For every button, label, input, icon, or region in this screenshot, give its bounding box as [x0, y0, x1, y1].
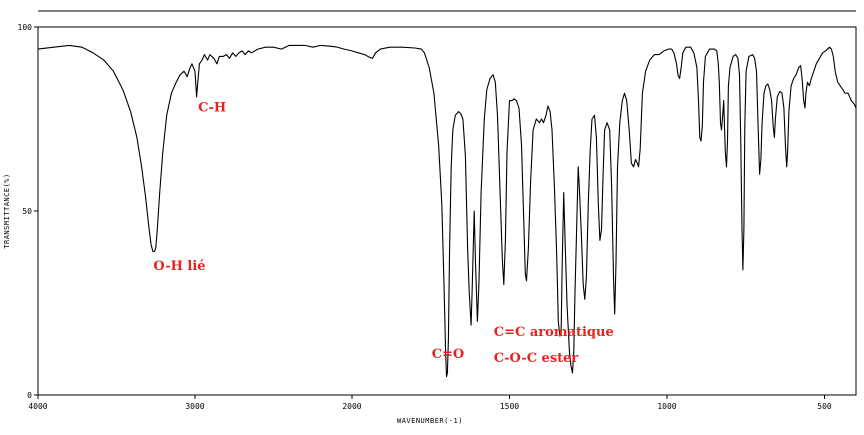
x-tick-label: 3000: [185, 402, 204, 411]
spectrum-line: [37, 44, 857, 378]
x-tick-label: 1500: [500, 402, 519, 411]
plot-frame: [37, 26, 857, 396]
y-axis-ticks: 100 50 0: [18, 23, 38, 400]
y-tick-label: 0: [27, 391, 32, 400]
x-tick-label: 1000: [657, 402, 676, 411]
x-axis-ticks: 4000 3000 2000 1500 1000 500: [28, 395, 832, 411]
y-tick-label: 100: [18, 23, 33, 32]
x-tick-label: 2000: [342, 402, 361, 411]
x-tick-label: 4000: [28, 402, 47, 411]
annotations: C-H O-H lié C=O C=C aromatique C-O-C ester: [153, 101, 613, 366]
peak-annotation: O-H lié: [153, 259, 205, 274]
peak-annotation: C=C aromatique: [494, 325, 614, 340]
x-tick-label: 500: [817, 402, 832, 411]
y-axis-title: TRANSMITTANCE(%): [3, 173, 11, 248]
peak-annotation: C=O: [432, 347, 465, 362]
peak-annotation: C-O-C ester: [494, 351, 579, 366]
peak-annotation: C-H: [198, 101, 226, 116]
y-tick-label: 50: [22, 207, 32, 216]
x-axis-title: WAVENUMBER(-1): [397, 417, 463, 425]
